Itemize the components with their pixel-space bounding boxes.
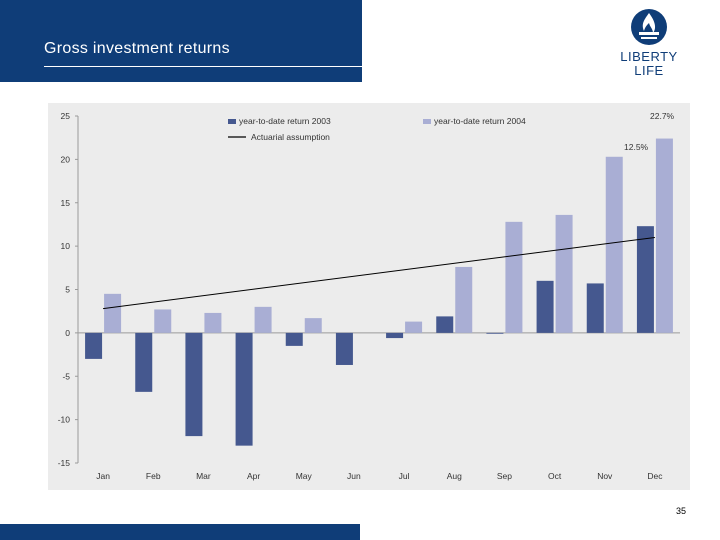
y-tick-label: 0: [65, 328, 70, 338]
bar-2004: [104, 293, 122, 333]
legend-layer: year-to-date return 2003 year-to-date re…: [228, 116, 526, 142]
y-tick-label: 10: [61, 241, 71, 251]
page-title: Gross investment returns: [44, 40, 230, 57]
y-tick-label: 5: [65, 285, 70, 295]
bar-2004: [304, 318, 322, 333]
bar-2003: [436, 316, 454, 333]
bar-2003: [335, 332, 353, 365]
legend-label-assumption: Actuarial assumption: [251, 132, 330, 142]
flame-icon: [631, 9, 667, 45]
bar-2004: [405, 321, 423, 333]
x-tick-label: Aug: [447, 471, 462, 481]
x-tick-label: Apr: [247, 471, 260, 481]
y-tick-label: -5: [62, 371, 70, 381]
bar-2003: [85, 332, 103, 359]
y-tick-label: 20: [61, 154, 71, 164]
line-layer: [103, 236, 655, 310]
y-tick-label: 15: [61, 198, 71, 208]
annotation-2004-dec: 22.7%: [650, 111, 675, 121]
y-tick-label: -10: [58, 415, 71, 425]
bar-2004: [555, 214, 573, 333]
x-tick-label: Jan: [96, 471, 110, 481]
x-tick-label: Oct: [548, 471, 562, 481]
bar-2003: [235, 332, 253, 446]
bar-2004: [154, 309, 172, 333]
y-tick-label: -15: [58, 458, 71, 468]
bar-2003: [586, 283, 604, 333]
x-tick-label: Sep: [497, 471, 512, 481]
bar-2004: [505, 221, 523, 333]
bar-2003: [135, 332, 153, 392]
bar-2003: [486, 332, 504, 334]
x-tick-label: Jul: [399, 471, 410, 481]
footer-band: [0, 524, 360, 540]
x-tick-label: Dec: [647, 471, 663, 481]
bar-2003: [636, 226, 654, 333]
bar-2004: [254, 306, 272, 333]
axes-layer: 25 20 15 10 5 0 -5 -10 -15 Jan Feb Mar Apr May Jun Jul A…: [58, 111, 680, 481]
legend-label-2003: year-to-date return 2003: [239, 116, 331, 126]
bar-2004: [455, 266, 473, 333]
legend-swatch-2004: [423, 119, 431, 124]
x-tick-label: Nov: [597, 471, 613, 481]
bar-2004: [605, 156, 623, 333]
y-tick-label: 25: [61, 111, 71, 121]
header-divider: [44, 66, 362, 67]
bar-2004: [655, 138, 673, 333]
legend-swatch-2003: [228, 119, 236, 124]
page-number: 35: [676, 506, 687, 516]
actuarial-assumption-line: [103, 236, 655, 310]
header-band: [0, 0, 362, 82]
chart-panel: 25 20 15 10 5 0 -5 -10 -15 Jan Feb Mar Apr May Jun Jul A…: [48, 103, 690, 490]
liberty-life-logo: LIBERTY LIFE: [606, 6, 692, 80]
logo-text-line2: LIFE: [634, 63, 664, 78]
x-tick-label: Jun: [347, 471, 361, 481]
x-tick-label: Feb: [146, 471, 161, 481]
x-tick-label: Mar: [196, 471, 211, 481]
legend-label-2004: year-to-date return 2004: [434, 116, 526, 126]
bar-2003: [285, 332, 303, 346]
bar-2003: [185, 332, 203, 437]
bar-2004: [204, 312, 222, 333]
x-tick-label: May: [296, 471, 313, 481]
logo-text-line1: LIBERTY: [620, 49, 678, 64]
annotation-2003-dec: 12.5%: [624, 142, 649, 152]
bar-2003: [536, 280, 554, 333]
bars-layer: [85, 138, 673, 446]
bar-2003: [386, 332, 404, 339]
returns-chart: 25 20 15 10 5 0 -5 -10 -15 Jan Feb Mar Apr May Jun Jul A…: [58, 111, 680, 481]
